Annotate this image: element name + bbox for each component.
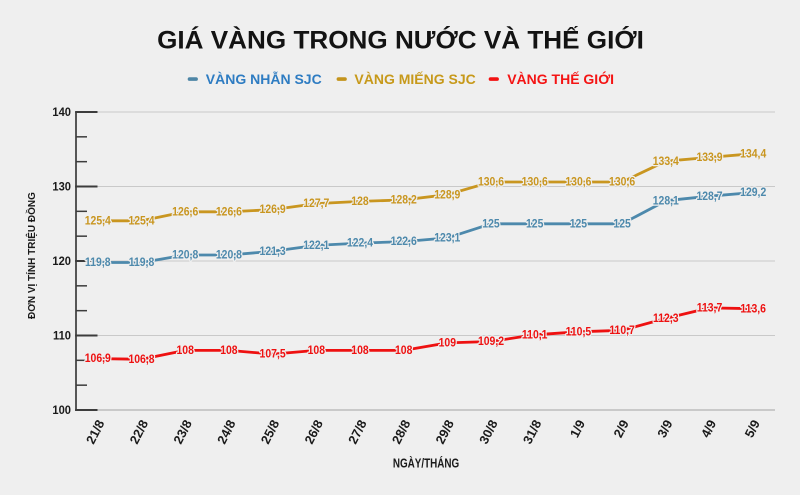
svg-text:108: 108 [395,344,412,357]
svg-text:119,8: 119,8 [85,256,111,269]
svg-text:133,9: 133,9 [696,151,722,164]
svg-text:110,7: 110,7 [609,324,635,337]
svg-text:125,4: 125,4 [85,215,112,228]
svg-text:112,3: 112,3 [653,312,679,325]
svg-text:126,6: 126,6 [172,206,198,219]
svg-text:VÀNG NHẪN SJC: VÀNG NHẪN SJC [206,71,322,87]
svg-text:110,5: 110,5 [566,326,592,339]
svg-text:128,9: 128,9 [434,189,460,202]
svg-text:125: 125 [570,218,587,231]
svg-text:128,2: 128,2 [391,194,417,207]
svg-text:130,6: 130,6 [565,176,591,189]
svg-text:108: 108 [220,344,237,357]
svg-text:126,6: 126,6 [216,206,242,219]
svg-text:127,7: 127,7 [303,198,329,211]
svg-text:108: 108 [351,344,368,357]
svg-text:122,1: 122,1 [303,239,329,252]
svg-text:122,6: 122,6 [391,236,417,249]
svg-text:VÀNG THẾ GIỚI: VÀNG THẾ GIỚI [507,70,614,87]
svg-text:120,8: 120,8 [172,249,198,262]
svg-text:130: 130 [52,180,71,194]
svg-text:125: 125 [613,218,630,231]
svg-text:109,2: 109,2 [478,335,504,348]
svg-text:2/9: 2/9 [610,417,631,440]
svg-text:133,4: 133,4 [653,155,680,168]
svg-text:121,3: 121,3 [260,245,286,258]
svg-text:110: 110 [53,329,71,343]
svg-text:130,6: 130,6 [478,176,504,189]
svg-text:120: 120 [52,254,71,268]
svg-text:VÀNG MIẾNG SJC: VÀNG MIẾNG SJC [354,71,475,87]
svg-text:128,1: 128,1 [653,195,679,208]
svg-text:125,4: 125,4 [128,215,155,228]
svg-text:113,6: 113,6 [740,303,766,316]
svg-text:134,4: 134,4 [740,148,767,161]
svg-text:106,8: 106,8 [128,353,154,366]
svg-text:106,9: 106,9 [85,353,111,366]
svg-text:126,9: 126,9 [260,204,286,217]
svg-text:108: 108 [176,344,193,357]
svg-text:140: 140 [52,105,71,119]
svg-text:3/9: 3/9 [654,417,675,440]
svg-text:123,1: 123,1 [434,232,460,245]
svg-text:110,1: 110,1 [522,329,548,342]
svg-text:100: 100 [52,403,71,417]
svg-text:130,6: 130,6 [522,176,548,189]
svg-text:128,7: 128,7 [696,190,722,203]
svg-text:NGÀY/THÁNG: NGÀY/THÁNG [393,456,459,471]
svg-text:109: 109 [439,337,456,350]
svg-text:120,8: 120,8 [216,249,242,262]
svg-text:119,8: 119,8 [129,256,155,269]
svg-text:5/9: 5/9 [741,417,762,440]
svg-text:125: 125 [526,218,543,231]
svg-text:GIÁ VÀNG TRONG NƯỚC VÀ THẾ GIỚ: GIÁ VÀNG TRONG NƯỚC VÀ THẾ GIỚI [157,25,644,55]
svg-text:4/9: 4/9 [698,417,719,440]
svg-text:128: 128 [351,195,368,208]
svg-text:ĐƠN VỊ TÍNH TRIỆU ĐỒNG: ĐƠN VỊ TÍNH TRIỆU ĐỒNG [25,192,38,319]
svg-text:1/9: 1/9 [567,417,588,440]
svg-text:113,7: 113,7 [697,302,723,315]
svg-text:125: 125 [482,218,499,231]
svg-text:107,5: 107,5 [260,348,286,361]
svg-text:130,6: 130,6 [609,176,635,189]
svg-text:122,4: 122,4 [347,237,374,250]
svg-text:108: 108 [308,344,325,357]
svg-text:129,2: 129,2 [740,186,766,199]
